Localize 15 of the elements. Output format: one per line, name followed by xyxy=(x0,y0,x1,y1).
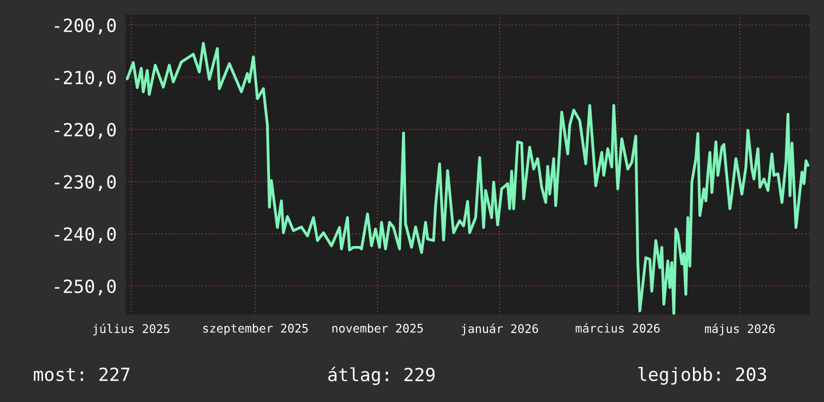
x-tick-label: szeptember 2025 xyxy=(203,324,308,335)
text: most: 227 xyxy=(34,368,130,382)
y-tick-label: -230,0 xyxy=(54,175,116,192)
y-tick-label: -240,0 xyxy=(54,227,116,244)
x-tick-label: március 2026 xyxy=(576,323,660,333)
x-tick-label: január 2026 xyxy=(462,324,538,336)
y-tick-label: -220,0 xyxy=(54,122,116,139)
y-tick-label: -200,0 xyxy=(54,18,116,34)
x-tick-label: május 2026 xyxy=(705,324,775,336)
x-tick-label: július 2025 xyxy=(93,324,170,336)
text: átlag: 229 xyxy=(328,366,435,386)
x-tick-label: november 2025 xyxy=(332,324,423,333)
text: legjobb: 203 xyxy=(638,367,766,385)
y-tick-label: -250,0 xyxy=(54,279,116,296)
y-tick-label: -210,0 xyxy=(54,70,116,87)
